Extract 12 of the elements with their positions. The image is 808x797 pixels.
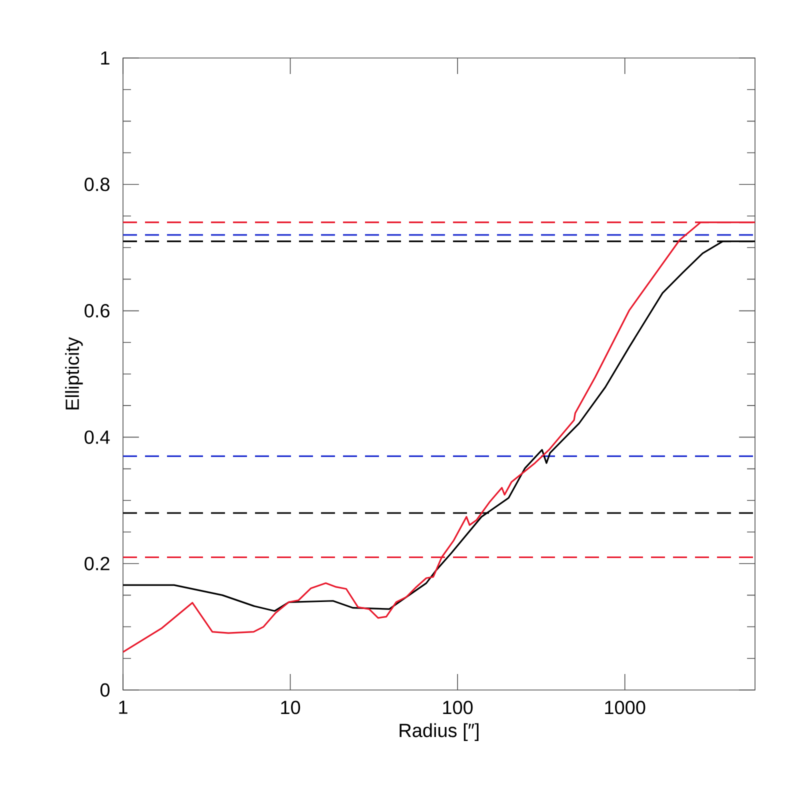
x-tick-label: 1 — [119, 700, 128, 714]
y-tick-label: 0.6 — [84, 304, 110, 318]
y-axis-title: Ellipticity — [65, 337, 83, 410]
y-tick-label: 1 — [101, 51, 110, 65]
x-tick-label: 1000 — [605, 700, 646, 714]
x-axis-title: Radius [″] — [400, 723, 478, 741]
x-tick-label: 10 — [281, 700, 300, 714]
y-tick-label: 0.4 — [84, 430, 110, 444]
y-tick-label: 0.2 — [84, 556, 110, 570]
y-tick-label: 0.8 — [84, 178, 110, 192]
y-tick-label: 0 — [100, 683, 110, 697]
x-tick-label: 100 — [443, 700, 473, 714]
